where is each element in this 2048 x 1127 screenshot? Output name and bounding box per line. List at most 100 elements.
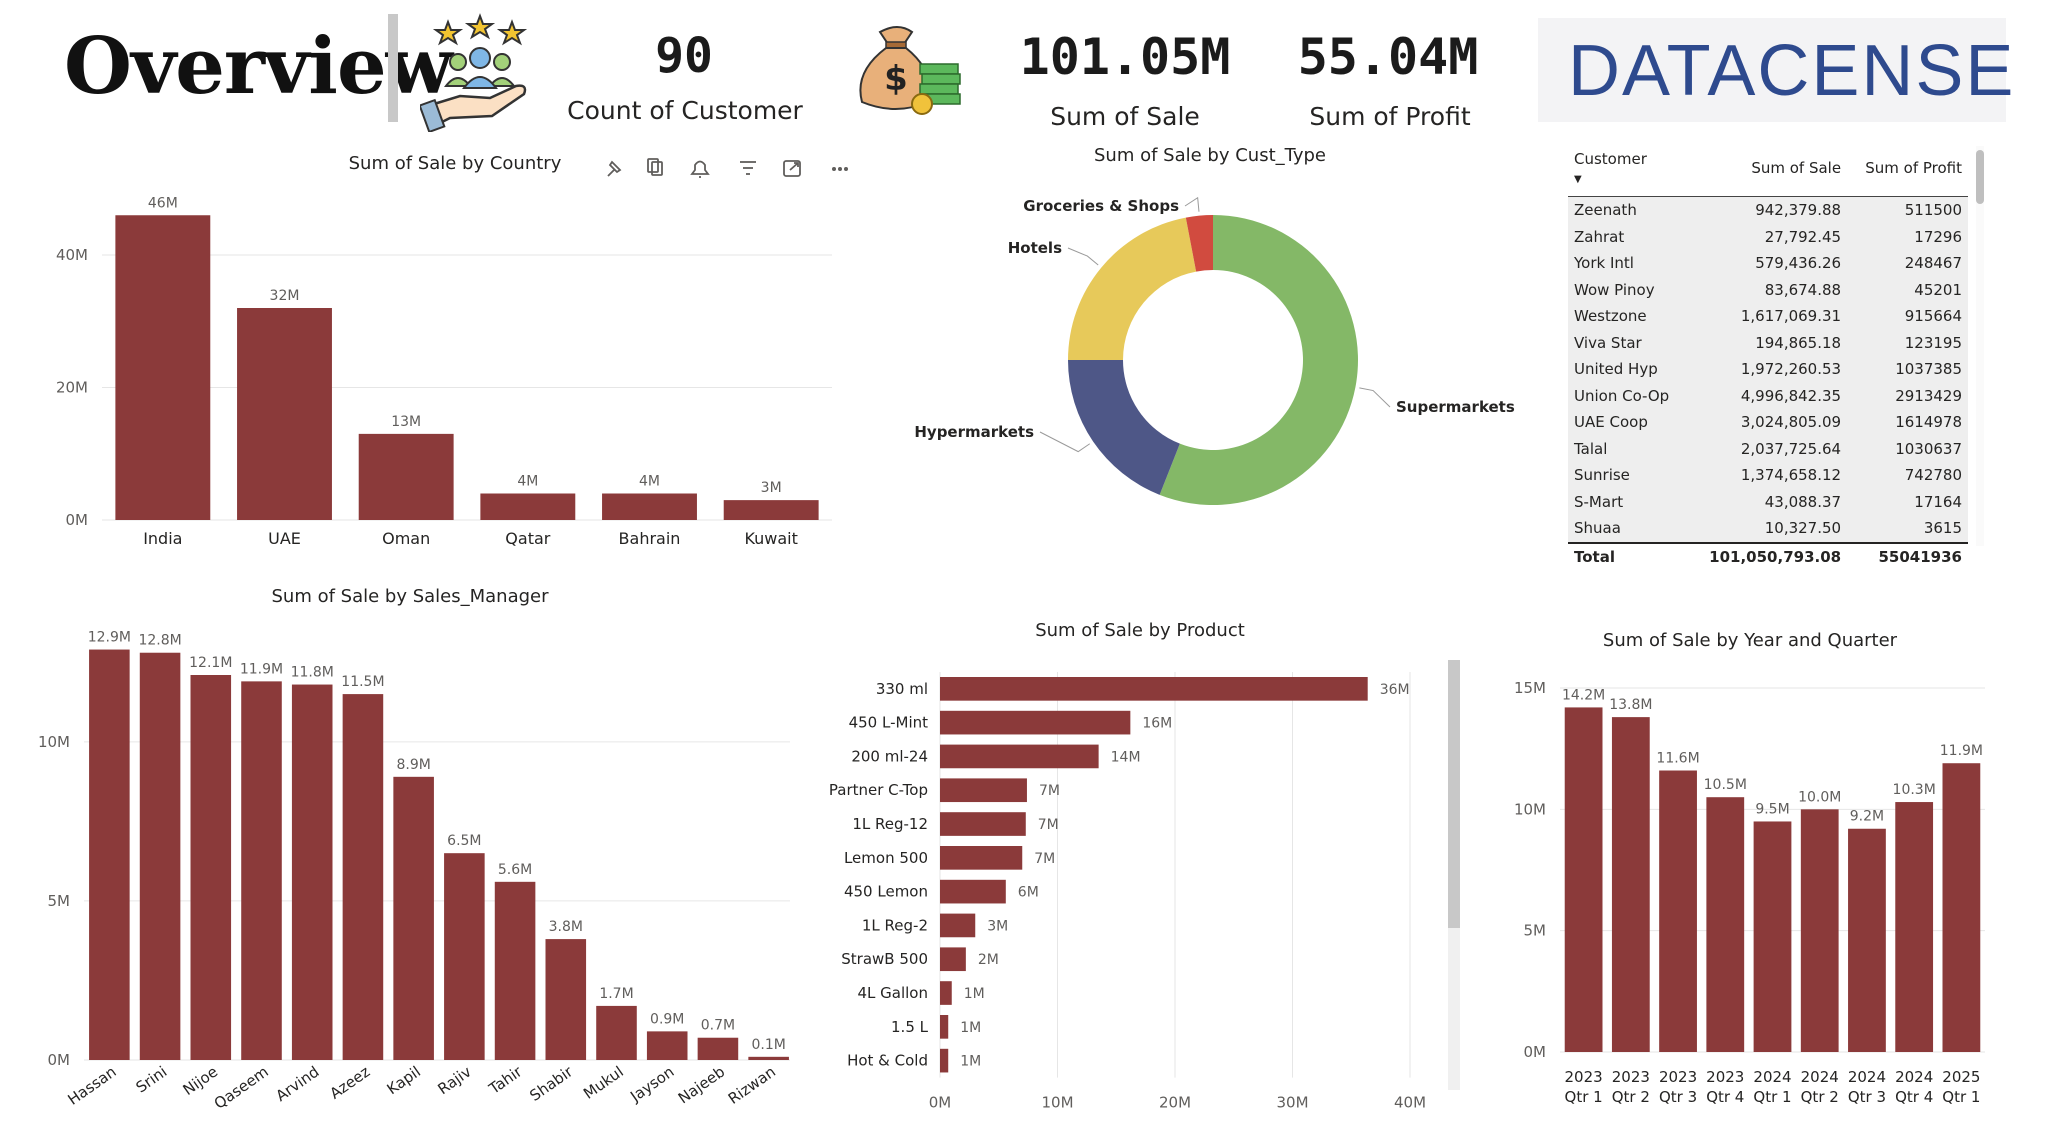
bar[interactable] <box>1564 707 1603 1052</box>
bar[interactable] <box>940 1048 949 1073</box>
cell-profit: 1030637 <box>1847 435 1968 462</box>
donut-slice[interactable] <box>1068 217 1197 360</box>
bar[interactable] <box>940 913 976 938</box>
bar[interactable] <box>940 879 1006 904</box>
bar[interactable] <box>1942 763 1981 1052</box>
table-row[interactable]: United Hyp 1,972,260.53 1037385 <box>1568 356 1968 383</box>
y-tick-label: 0M <box>1524 1043 1547 1061</box>
table-row[interactable]: Shuaa 10,327.50 3615 <box>1568 515 1968 543</box>
column-header-profit[interactable]: Sum of Profit <box>1847 146 1968 197</box>
y-tick-label: 10M <box>1514 800 1546 818</box>
bar[interactable] <box>1848 828 1886 1052</box>
copy-icon[interactable] <box>647 158 663 176</box>
bar[interactable] <box>940 677 1368 701</box>
bar[interactable] <box>1706 797 1745 1052</box>
bar[interactable] <box>723 500 819 520</box>
data-label: 13.8M <box>1609 697 1652 713</box>
bar[interactable] <box>646 1031 688 1060</box>
bar[interactable] <box>545 939 587 1060</box>
bar[interactable] <box>190 675 232 1060</box>
bar[interactable] <box>940 1015 949 1039</box>
cell-customer: UAE Coop <box>1568 409 1688 436</box>
bar[interactable] <box>494 881 536 1060</box>
bar[interactable] <box>1659 770 1697 1052</box>
bar[interactable] <box>1800 809 1839 1052</box>
product-scrollbar-thumb[interactable] <box>1448 660 1460 928</box>
bar[interactable] <box>115 215 211 520</box>
data-label: 11.6M <box>1656 751 1699 767</box>
bar[interactable] <box>940 981 952 1005</box>
focus-mode-icon[interactable] <box>783 160 801 177</box>
money-bag-icon: $ <box>859 26 961 115</box>
bar[interactable] <box>237 308 332 520</box>
bar[interactable] <box>1611 717 1650 1052</box>
bar[interactable] <box>940 710 1131 735</box>
data-label: 11.8M <box>291 665 334 681</box>
bar[interactable] <box>139 652 181 1060</box>
table-row[interactable]: Union Co-Op 4,996,842.35 2913429 <box>1568 382 1968 409</box>
table-row[interactable]: Talal 2,037,725.64 1030637 <box>1568 435 1968 462</box>
donut-slice[interactable] <box>1185 215 1213 272</box>
bar[interactable] <box>89 649 130 1060</box>
pin-icon[interactable] <box>607 160 622 177</box>
table-row[interactable]: Zahrat 27,792.45 17296 <box>1568 223 1968 250</box>
table-row[interactable]: S-Mart 43,088.37 17164 <box>1568 488 1968 515</box>
data-label: 16M <box>1142 716 1172 732</box>
table-row[interactable]: York Intl 579,436.26 248467 <box>1568 250 1968 277</box>
x-tick-label: UAE <box>268 529 301 548</box>
chart-title-year-quarter: Sum of Sale by Year and Quarter <box>1602 630 1898 651</box>
data-label: 9.2M <box>1850 809 1884 825</box>
data-label: 4M <box>517 474 538 490</box>
x-tick-label: Qtr 4 <box>1895 1088 1933 1106</box>
donut-slice[interactable] <box>1159 215 1358 505</box>
bar[interactable] <box>940 846 1023 870</box>
bar[interactable] <box>940 947 966 972</box>
data-label: 9.5M <box>1755 801 1789 817</box>
column-header-sale[interactable]: Sum of Sale <box>1687 146 1848 197</box>
data-label: 10.3M <box>1893 782 1936 798</box>
bar[interactable] <box>480 493 576 521</box>
kpi-sum-profit: 55.04M <box>1297 28 1479 86</box>
data-label: 11.9M <box>240 661 283 677</box>
more-options-icon[interactable] <box>832 167 848 171</box>
filter-icon[interactable] <box>740 161 756 175</box>
bar[interactable] <box>602 493 697 521</box>
bar[interactable] <box>1895 802 1934 1052</box>
chart-title-country: Sum of Sale by Country <box>348 153 562 174</box>
x-tick-label: 2025 <box>1942 1068 1980 1086</box>
table-row[interactable]: Zeenath 942,379.88 511500 <box>1568 196 1968 224</box>
table-row[interactable]: Sunrise 1,374,658.12 742780 <box>1568 462 1968 489</box>
bar[interactable] <box>444 853 485 1060</box>
table-scrollbar-thumb[interactable] <box>1976 150 1984 204</box>
cell-profit: 915664 <box>1847 303 1968 330</box>
bar[interactable] <box>940 778 1027 803</box>
bar[interactable] <box>940 744 1099 769</box>
cell-sale: 1,617,069.31 <box>1687 303 1848 330</box>
cell-sale: 579,436.26 <box>1687 250 1848 277</box>
cell-customer: Talal <box>1568 435 1688 462</box>
bar[interactable] <box>342 694 384 1060</box>
table-row[interactable]: Westzone 1,617,069.31 915664 <box>1568 303 1968 330</box>
donut-slice[interactable] <box>1068 360 1180 495</box>
x-tick-label: Kuwait <box>744 529 797 548</box>
table-scrollbar-track[interactable] <box>1976 146 1984 546</box>
bar[interactable] <box>940 812 1026 836</box>
bar[interactable] <box>748 1056 789 1060</box>
bar[interactable] <box>291 684 333 1060</box>
column-header-customer[interactable]: Customer ▼ <box>1568 146 1688 197</box>
cell-customer: S-Mart <box>1568 488 1688 515</box>
bar[interactable] <box>358 433 454 520</box>
bar[interactable] <box>393 776 434 1060</box>
table-row[interactable]: Viva Star 194,865.18 123195 <box>1568 329 1968 356</box>
bar[interactable] <box>697 1037 739 1060</box>
bar[interactable] <box>596 1005 637 1060</box>
bell-icon[interactable] <box>690 160 710 178</box>
data-label: 0.9M <box>650 1011 684 1027</box>
x-tick-label: 2023 <box>1706 1068 1744 1086</box>
chart-title-product: Sum of Sale by Product <box>1035 620 1245 641</box>
x-tick-label: Srini <box>133 1063 171 1097</box>
table-row[interactable]: UAE Coop 3,024,805.09 1614978 <box>1568 409 1968 436</box>
table-row[interactable]: Wow Pinoy 83,674.88 45201 <box>1568 276 1968 303</box>
bar[interactable] <box>241 681 282 1060</box>
bar[interactable] <box>1753 821 1792 1052</box>
